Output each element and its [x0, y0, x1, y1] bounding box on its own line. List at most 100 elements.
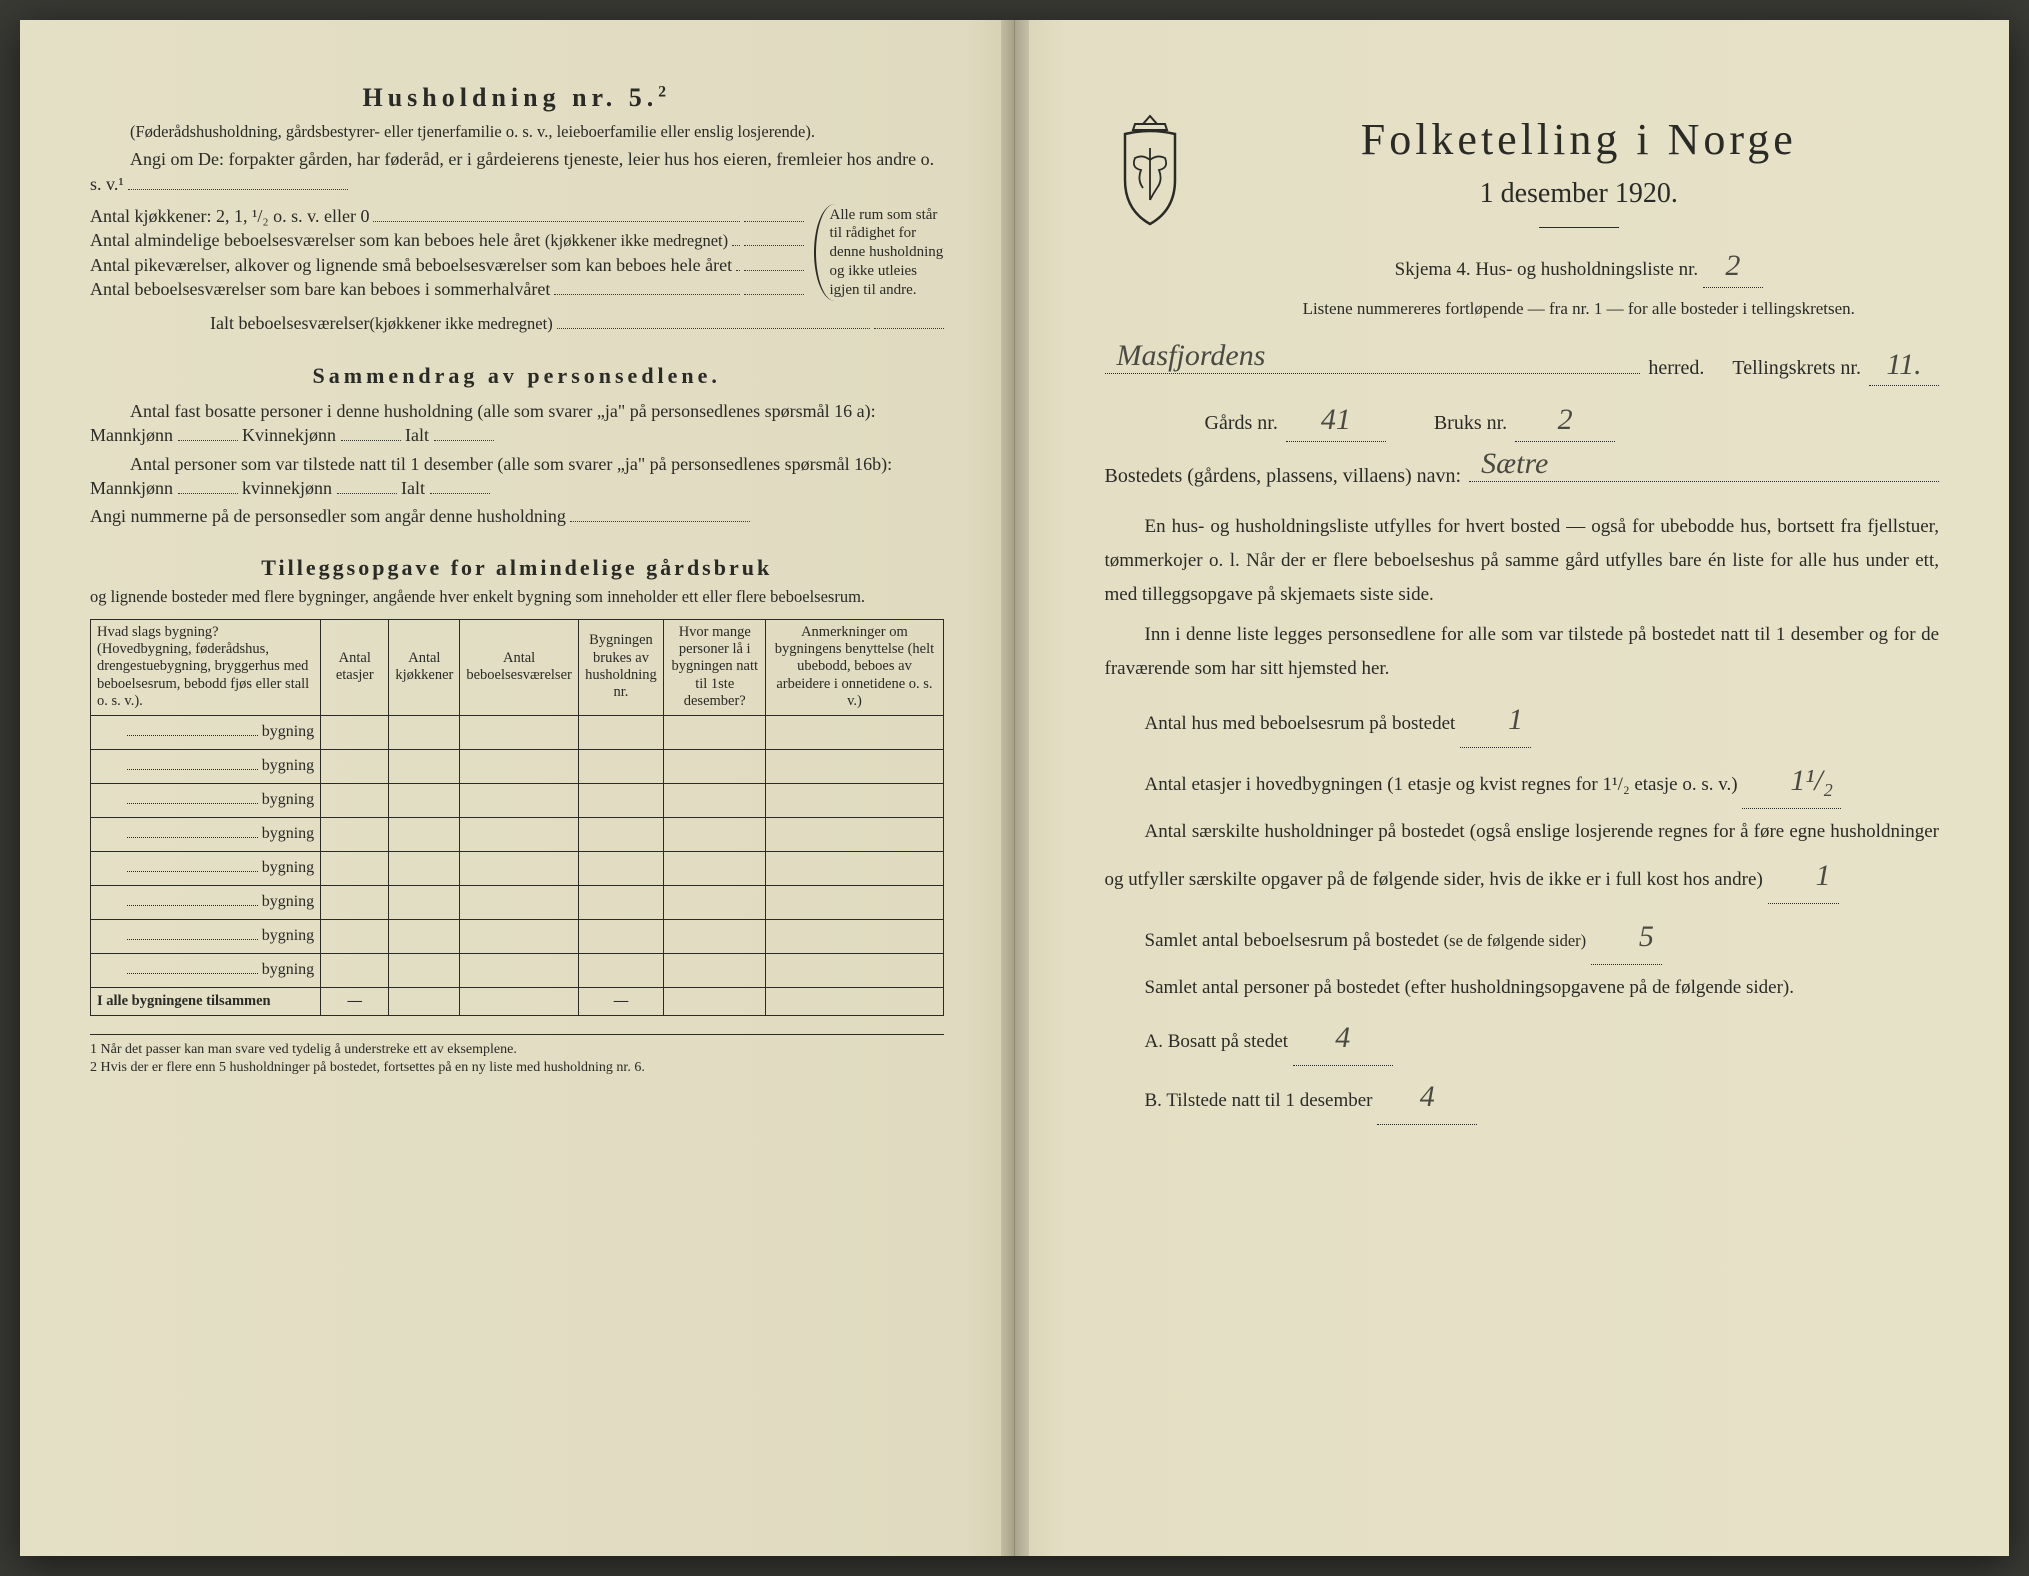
etasjer-line: Antal etasjer i hovedbygningen (1 etasje… [1105, 754, 1940, 809]
sommer-blank [744, 294, 804, 295]
tellingskrets-label: Tellingskrets nr. [1732, 355, 1861, 382]
bruks-value: 2 [1515, 400, 1615, 442]
sammendrag-title: Sammendrag av personsedlene. [90, 361, 944, 391]
table-row: bygning [91, 919, 944, 953]
a-line: A. Bosatt på stedet 4 [1145, 1011, 1940, 1066]
angi-blank [128, 189, 348, 190]
th-6: Anmerkninger om bygningens benyttelse (h… [766, 619, 943, 715]
table-cell [321, 885, 389, 919]
etasjer-value: 1¹/₂ [1742, 754, 1841, 809]
table-cell [389, 953, 460, 987]
table-cell [664, 817, 766, 851]
table-cell [664, 885, 766, 919]
table-cell [460, 749, 579, 783]
table-cell [460, 851, 579, 885]
table-cell [460, 817, 579, 851]
angi-line: Angi om De: forpakter gården, har føderå… [90, 147, 944, 196]
total-label-cell: I alle bygningene tilsammen [91, 987, 321, 1016]
table-cell [766, 715, 943, 749]
table-cell [664, 715, 766, 749]
row-label-cell: bygning [91, 715, 321, 749]
th-5: Hvor mange personer lå i bygningen natt … [664, 619, 766, 715]
title-block: Folketelling i Norge 1 desember 1920. Sk… [1105, 110, 1940, 331]
table-cell [389, 851, 460, 885]
row-label-cell: bygning [91, 953, 321, 987]
gards-label: Gårds nr. [1205, 410, 1278, 437]
table-cell [664, 783, 766, 817]
row-label-cell: bygning [91, 749, 321, 783]
antal-hus-line: Antal hus med beboelsesrum på bostedet 1 [1105, 693, 1940, 748]
table-row: bygning [91, 715, 944, 749]
table-cell [578, 885, 663, 919]
footnote-2: 2 Hvis der er flere enn 5 husholdninger … [90, 1059, 944, 1077]
alm-row: Antal almindelige beboelsesværelser som … [90, 228, 804, 252]
table-cell [321, 783, 389, 817]
angi-text: Angi om De: forpakter gården, har føderå… [90, 149, 934, 193]
dots-fill [732, 228, 739, 246]
table-cell [578, 919, 663, 953]
coat-of-arms-icon [1105, 110, 1195, 230]
table-row: bygning [91, 783, 944, 817]
table-cell [578, 715, 663, 749]
total-cell: — [321, 987, 389, 1016]
table-cell [766, 817, 943, 851]
table-row: bygning [91, 885, 944, 919]
row-label-cell: bygning [91, 783, 321, 817]
saerskilte-line: Antal særskilte husholdninger på bostede… [1105, 815, 1940, 904]
table-cell [766, 783, 943, 817]
bosted-value: Sætre [1481, 444, 1548, 485]
dots-fill [554, 277, 739, 295]
kjokken-label: Antal kjøkkener: 2, 1, ¹/₂ o. s. v. elle… [90, 204, 369, 228]
table-cell [766, 749, 943, 783]
table-row: bygning [91, 817, 944, 851]
row-label-cell: bygning [91, 885, 321, 919]
table-cell [460, 953, 579, 987]
tellingskrets-value: 11. [1869, 345, 1939, 387]
table-cell [389, 783, 460, 817]
samlet-rum-line: Samlet antal beboelsesrum på bostedet (s… [1105, 910, 1940, 965]
heading-sup: 2 [658, 83, 671, 100]
bosted-row: Bostedets (gårdens, plassens, villaens) … [1105, 456, 1940, 490]
row-label-cell: bygning [91, 851, 321, 885]
saerskilte-value: 1 [1768, 849, 1839, 904]
herred-row: Masfjordens herred. Tellingskrets nr. 11… [1105, 345, 1940, 387]
kitchen-block: Antal kjøkkener: 2, 1, ¹/₂ o. s. v. elle… [90, 204, 944, 301]
table-cell [578, 749, 663, 783]
table-cell [664, 919, 766, 953]
table-cell [321, 851, 389, 885]
bygning-table: Hvad slags bygning? (Hovedbygning, føder… [90, 619, 944, 1017]
table-total-row: I alle bygningene tilsammen—— [91, 987, 944, 1016]
th-4: Bygningen brukes av husholdning nr. [578, 619, 663, 715]
kjokken-blank [744, 221, 804, 222]
table-cell [460, 885, 579, 919]
herred-value: Masfjordens [1117, 336, 1266, 377]
samm-p1: Antal fast bosatte personer i denne hush… [90, 399, 944, 448]
pike-row: Antal pikeværelser, alkover og lignende … [90, 253, 804, 277]
dots-fill [736, 253, 739, 271]
table-row: bygning [91, 851, 944, 885]
row-label-cell: bygning [91, 919, 321, 953]
census-title: Folketelling i Norge [1219, 110, 1940, 169]
tillegg-sub: og lignende bosteder med flere bygninger… [90, 586, 944, 608]
table-body: bygning bygning bygning bygning bygning … [91, 715, 944, 1016]
total-cell: — [578, 987, 663, 1016]
heading-text: Husholdning nr. 5. [363, 83, 659, 112]
table-cell [389, 817, 460, 851]
ialt-blank [874, 328, 944, 329]
brace-left-col: Antal kjøkkener: 2, 1, ¹/₂ o. s. v. elle… [90, 204, 804, 301]
th-3: Antal beboelsesværelser [460, 619, 579, 715]
table-head: Hvad slags bygning? (Hovedbygning, føder… [91, 619, 944, 715]
para-2: Inn i denne liste legges personsedlene f… [1105, 618, 1940, 686]
th-0: Hvad slags bygning? (Hovedbygning, føder… [91, 619, 321, 715]
b-line: B. Tilstede natt til 1 desember 4 [1145, 1070, 1940, 1125]
th-2: Antal kjøkkener [389, 619, 460, 715]
table-cell [321, 749, 389, 783]
total-cell [664, 987, 766, 1016]
ialt-row: Ialt beboelsesværelser (kjøkkener ikke m… [90, 311, 944, 335]
table-cell [389, 885, 460, 919]
body-paragraphs: En hus- og husholdningsliste utfylles fo… [1105, 510, 1940, 1125]
table-cell [321, 919, 389, 953]
table-cell [664, 851, 766, 885]
table-cell [460, 783, 579, 817]
table-cell [389, 749, 460, 783]
